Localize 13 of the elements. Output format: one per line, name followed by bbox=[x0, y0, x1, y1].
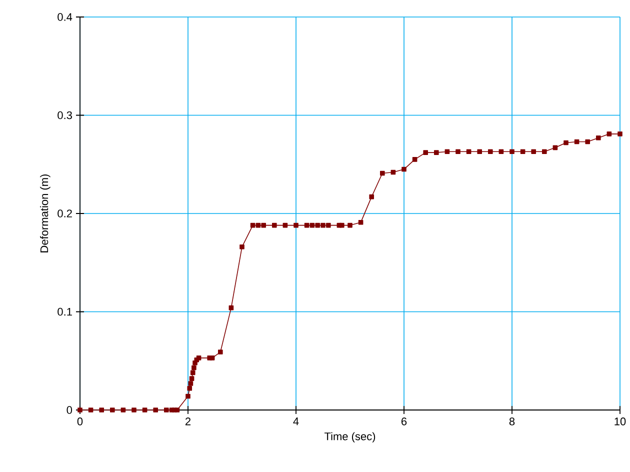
y-tick-label: 0.4 bbox=[58, 13, 72, 21]
y-tick-label: 0 bbox=[66, 406, 72, 414]
x-tick-label: 6 bbox=[402, 418, 407, 426]
y-tick-label: 0.2 bbox=[58, 210, 72, 218]
x-tick-label: 10 bbox=[614, 418, 626, 426]
x-axis-title: Time (sec) bbox=[324, 432, 376, 442]
y-tick-label: 0.1 bbox=[58, 308, 72, 316]
x-tick-label: 2 bbox=[185, 418, 191, 426]
x-tick-label: 8 bbox=[509, 418, 515, 426]
y-axis-title: Deformation (m) bbox=[40, 174, 50, 252]
x-tick-label: 0 bbox=[77, 418, 83, 426]
y-tick-label: 0.3 bbox=[58, 111, 72, 120]
x-tick-label: 4 bbox=[293, 418, 299, 426]
